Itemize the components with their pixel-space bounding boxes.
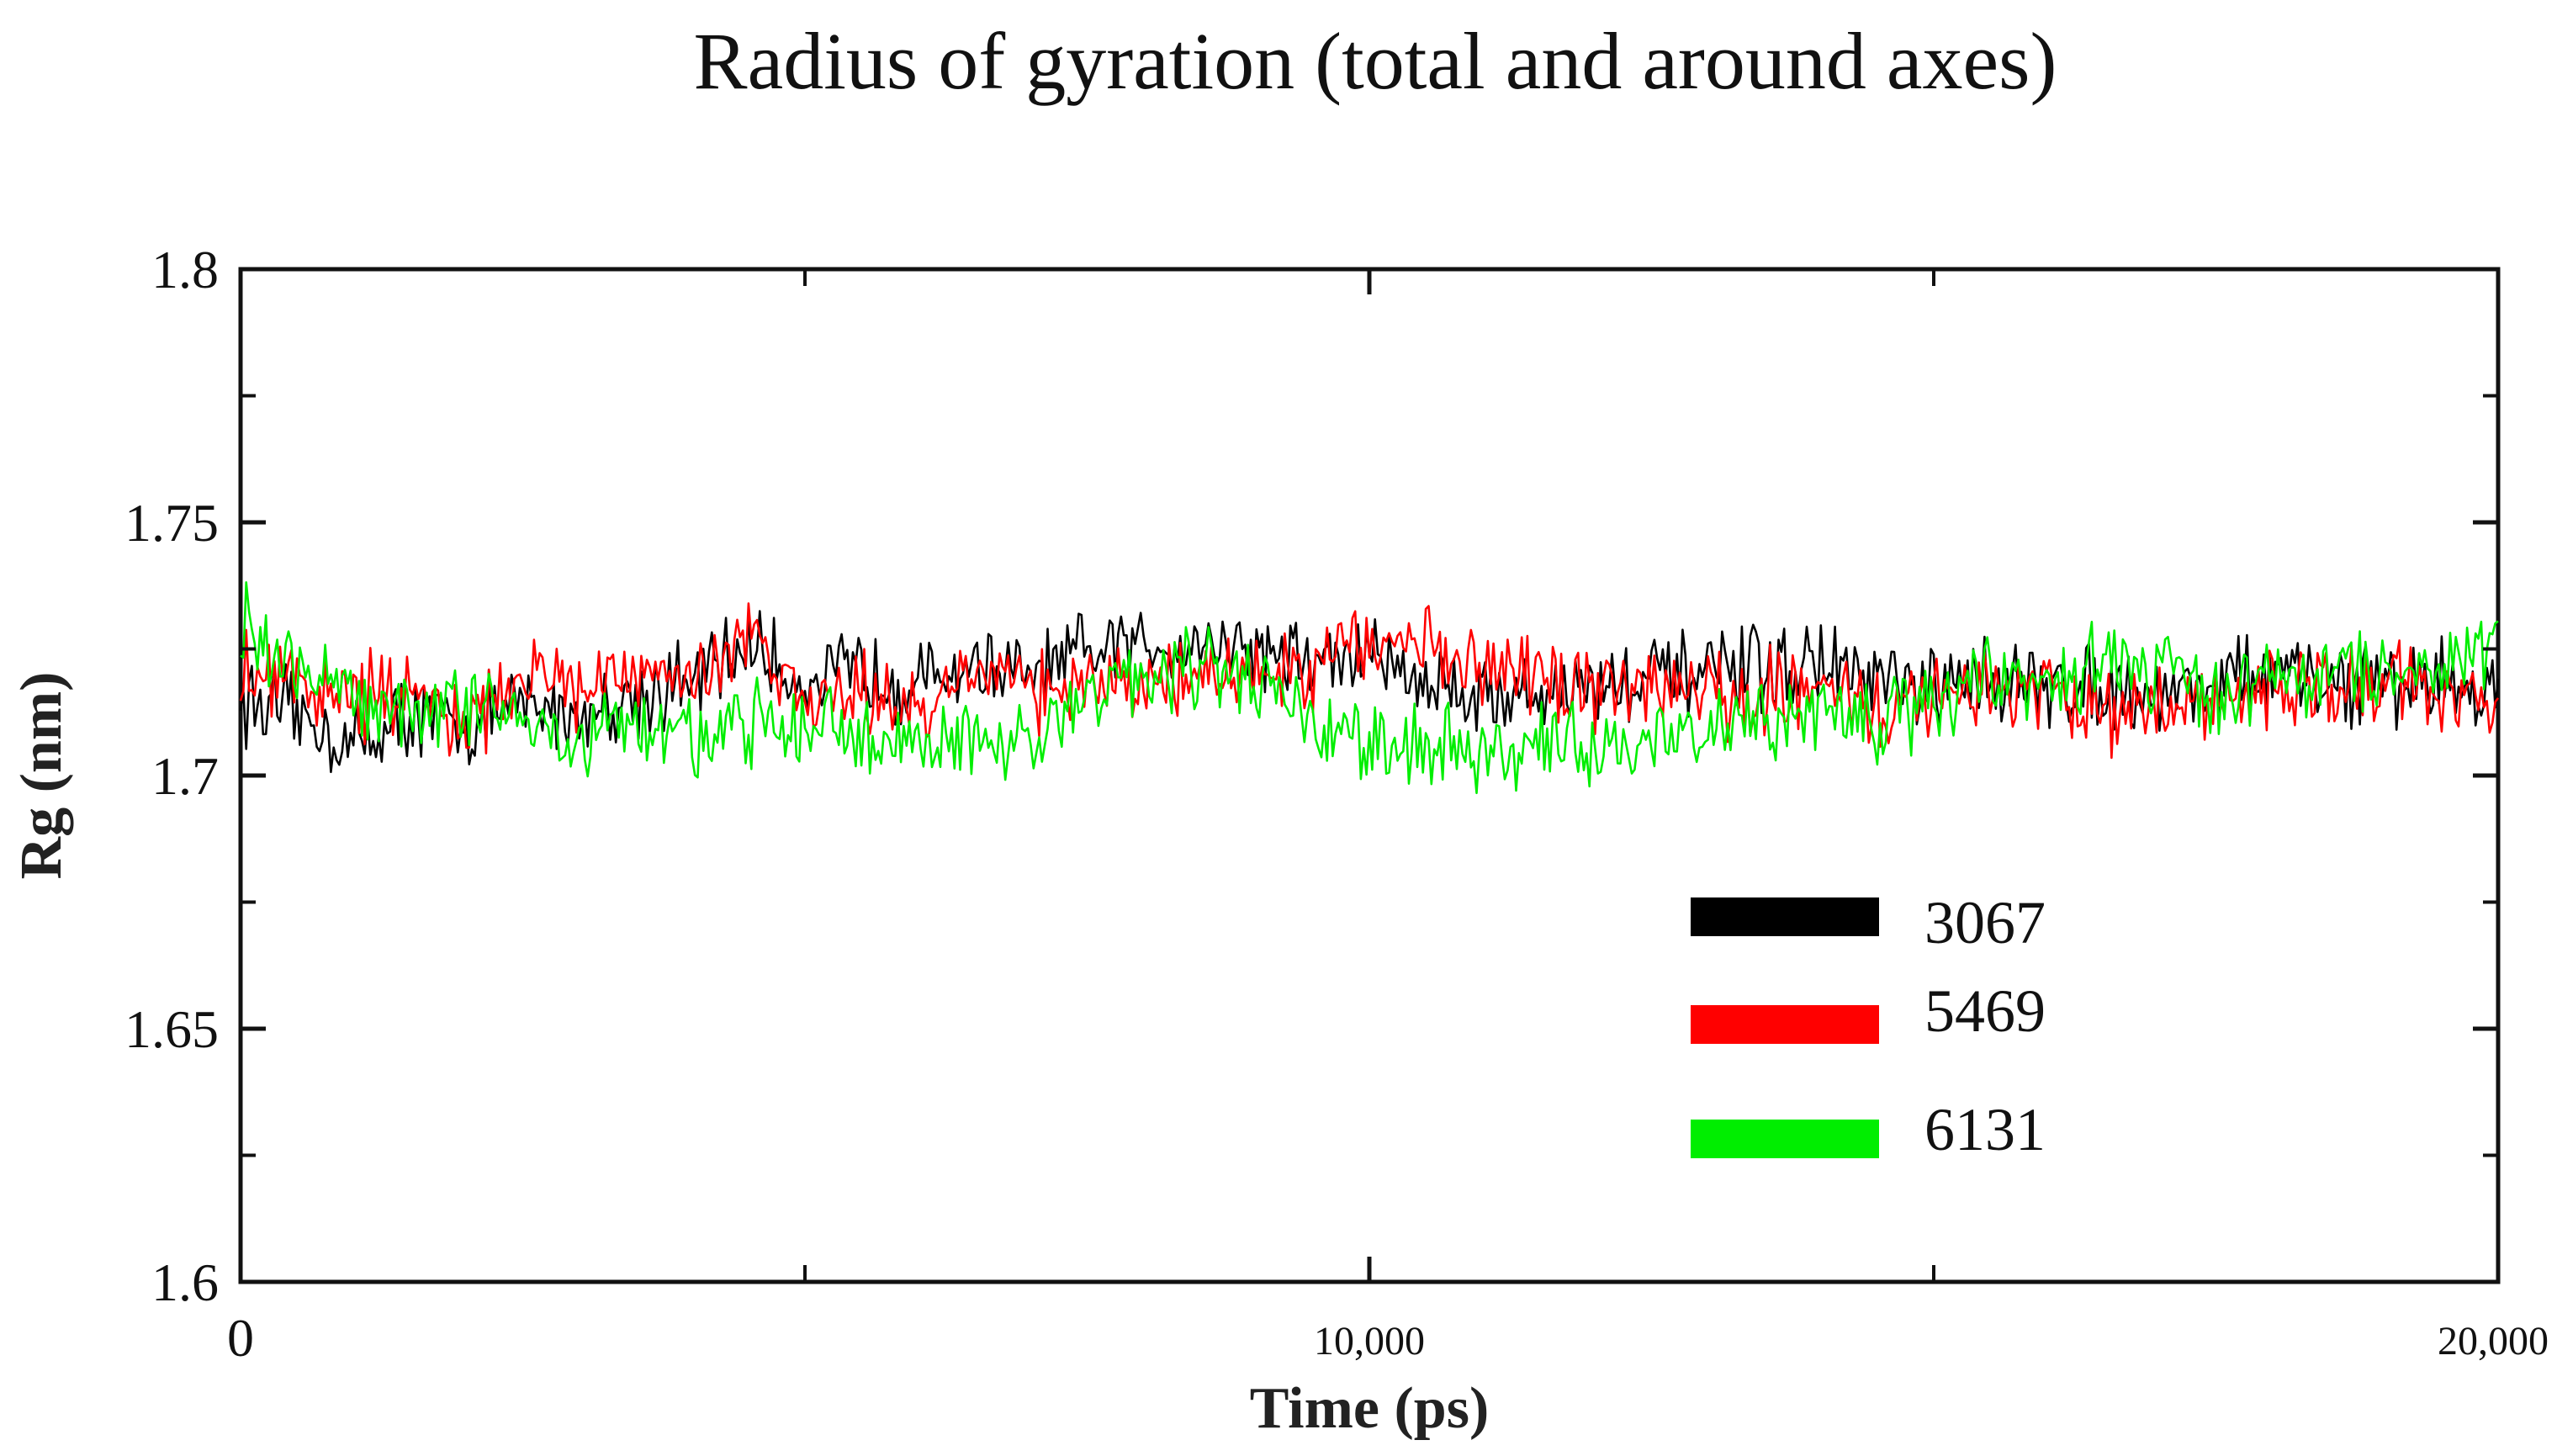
y-tick-label: 1.65 — [124, 999, 219, 1059]
y-tick-label: 1.6 — [151, 1252, 219, 1312]
x-tick-label: 10,000 — [1314, 1319, 1425, 1363]
series-line-6131 — [240, 580, 2499, 795]
legend-label-3067: 3067 — [1924, 889, 2046, 956]
y-tick-label: 1.75 — [124, 493, 219, 553]
plot-frame — [238, 267, 2501, 1284]
y-tick-label: 1.7 — [151, 746, 219, 806]
legend-label-5469: 5469 — [1924, 977, 2046, 1045]
x-tick-label: 20,000 — [2438, 1319, 2549, 1363]
y-axis-label: Rg (nm) — [9, 672, 74, 880]
series-line-5469 — [239, 602, 2500, 760]
legend: 3067 5469 6131 — [1691, 889, 2046, 1163]
chart-title: Radius of gyration (total and around axe… — [694, 16, 2057, 106]
ticks-layer: 1.6 1.65 1.7 1.75 1.8 0 10,000 20,000 — [124, 240, 2549, 1368]
x-tick-label: 0 — [227, 1308, 254, 1368]
legend-label-6131: 6131 — [1924, 1096, 2046, 1163]
legend-swatch-5469 — [1691, 1005, 1879, 1044]
series-layer — [239, 580, 2500, 795]
legend-swatch-6131 — [1691, 1120, 1879, 1158]
x-axis-label: Time (ps) — [1250, 1376, 1490, 1441]
y-tick-label: 1.8 — [151, 240, 219, 299]
legend-swatch-3067 — [1691, 897, 1879, 936]
